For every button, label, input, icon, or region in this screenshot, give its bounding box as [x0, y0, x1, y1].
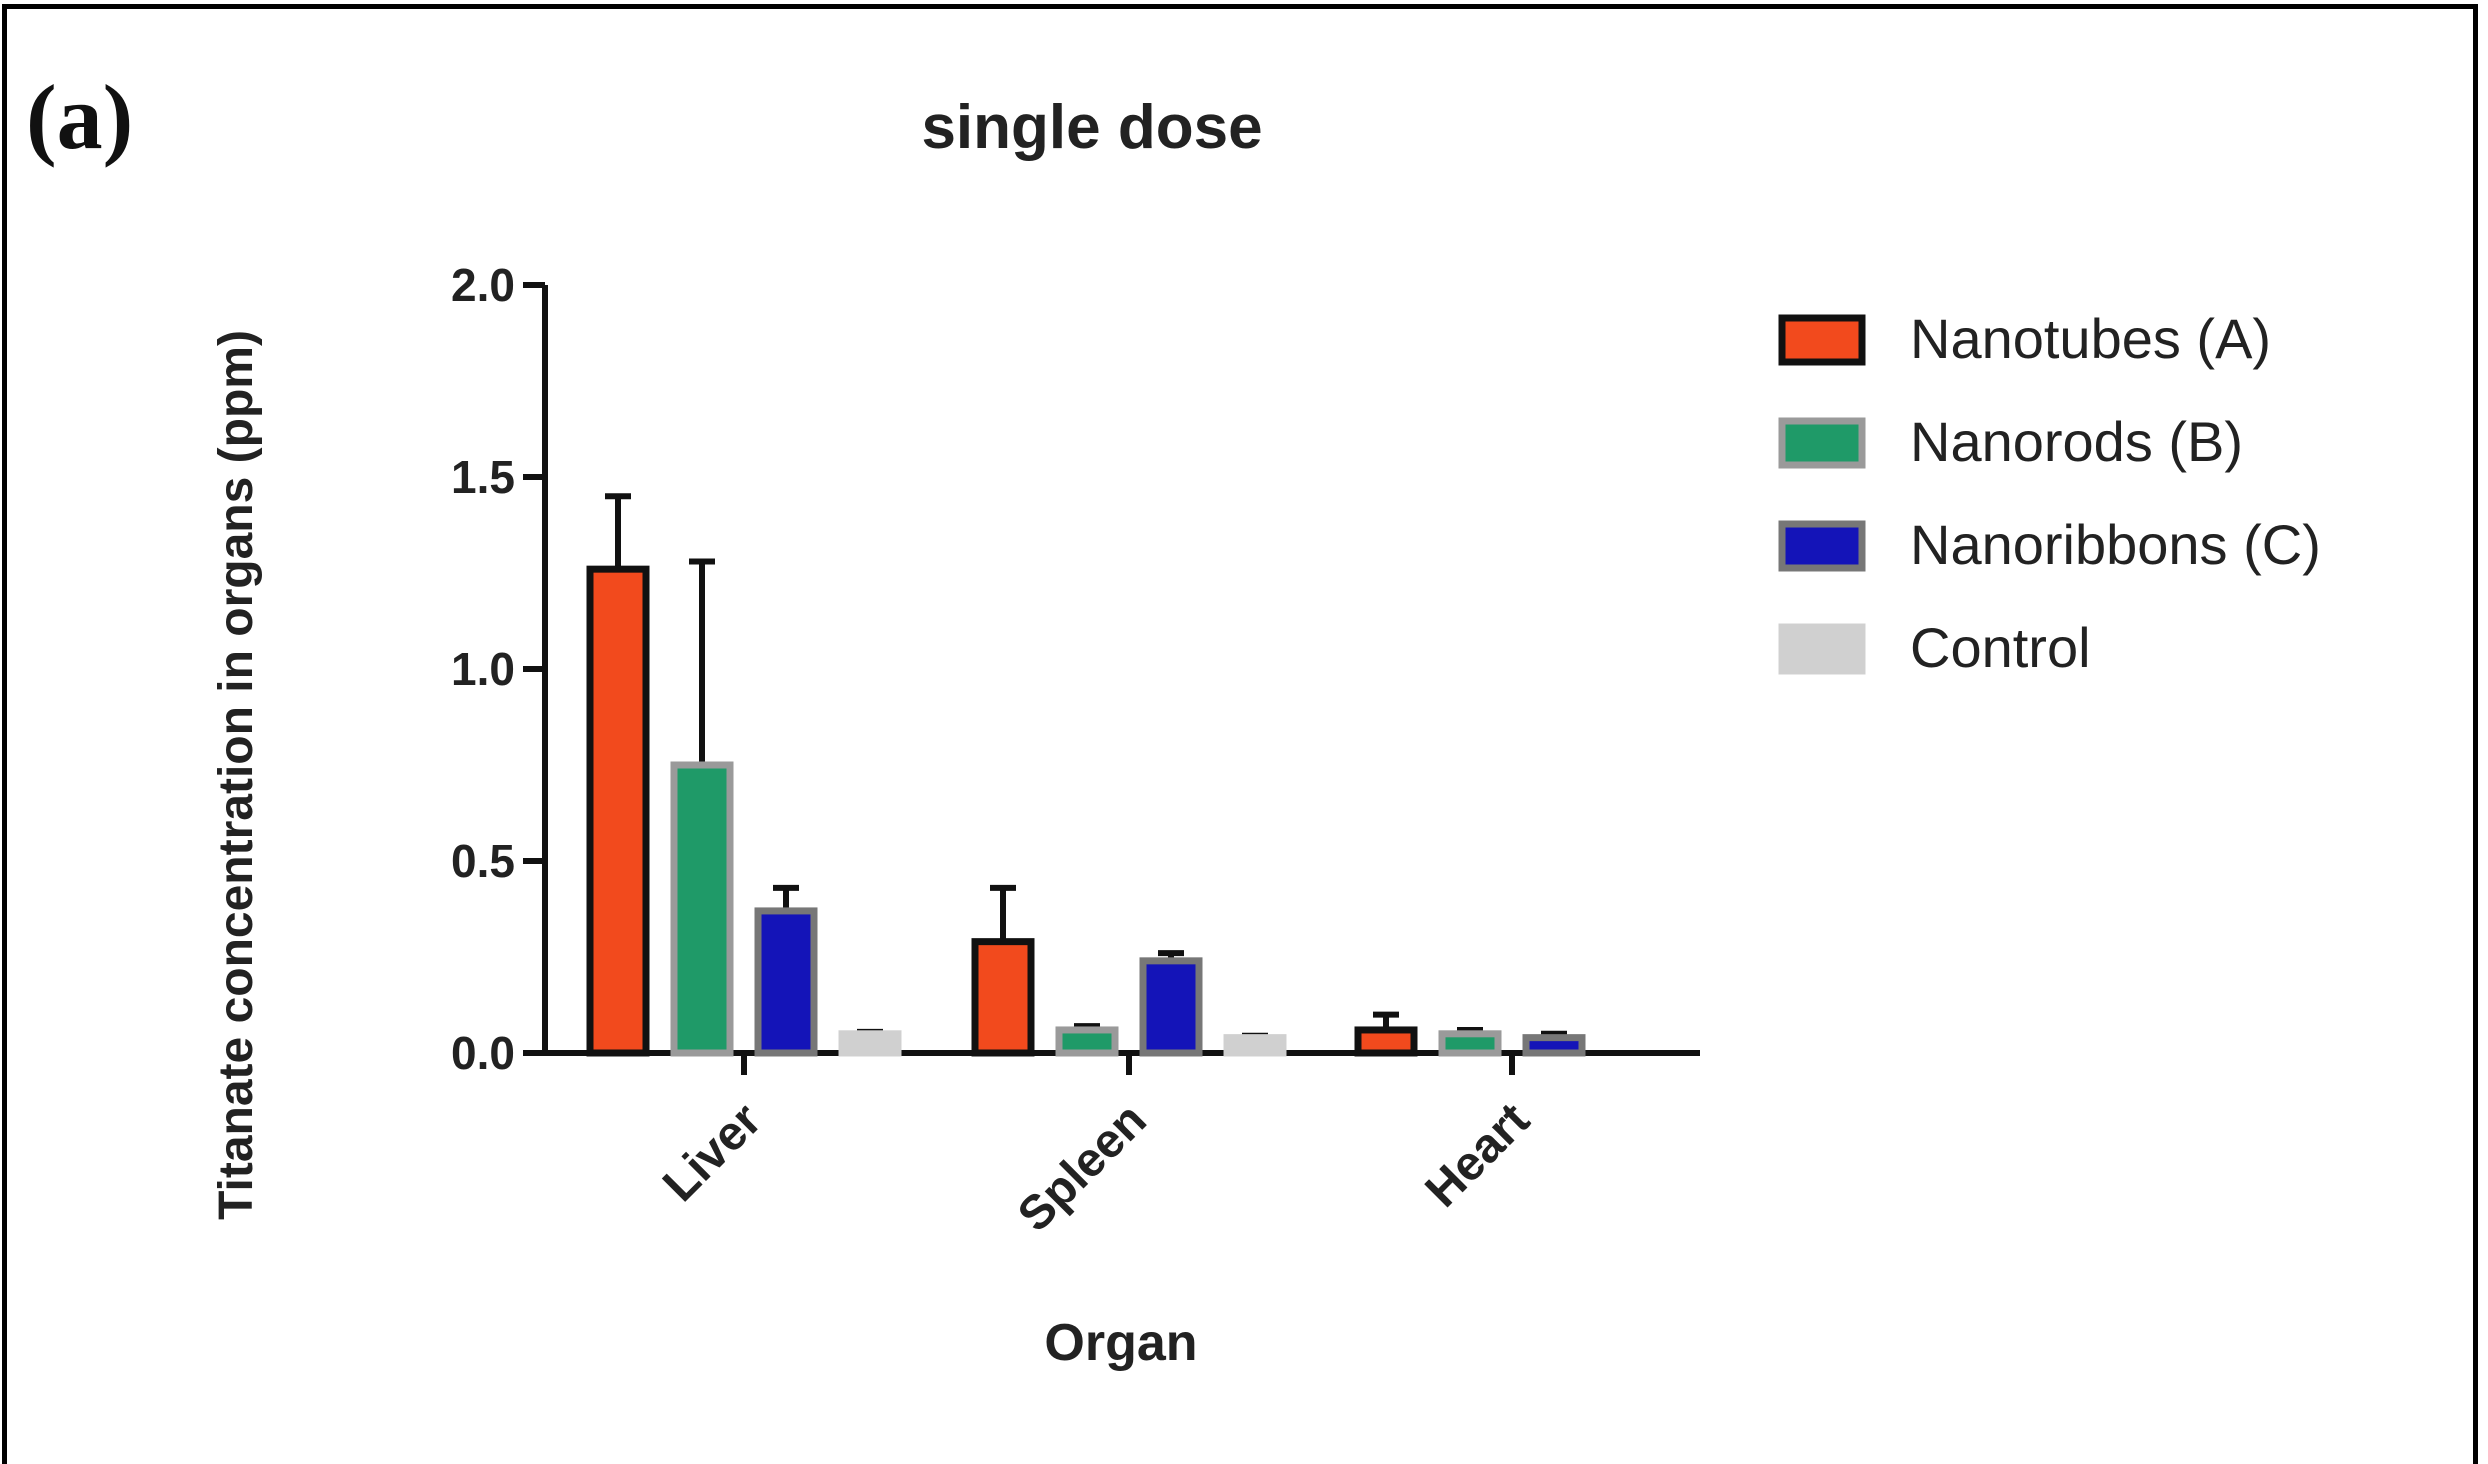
legend-item: Nanorods (B): [1778, 410, 2243, 473]
y-tick-label: 1.0: [451, 643, 515, 695]
bar: [754, 907, 818, 1057]
legend-label: Nanorods (B): [1910, 410, 2243, 473]
y-axis-label: Titanate concentration in organs (ppm): [210, 330, 263, 1220]
bar: [670, 761, 734, 1057]
legend-swatch: [1778, 314, 1866, 366]
bar: [971, 938, 1035, 1057]
x-tick-label: Spleen: [1008, 1093, 1157, 1242]
x-axis-label: Organ: [1044, 1314, 1197, 1372]
bars: [586, 493, 1586, 1057]
legend-swatch: [1778, 623, 1866, 675]
y-tick-label: 0.0: [451, 1027, 515, 1079]
x-tick-label: Liver: [653, 1093, 772, 1212]
panel-label: (a): [26, 66, 134, 168]
legend: Nanotubes (A) Nanorods (B) Nanoribbons (C)…: [1778, 307, 2321, 679]
bar: [1223, 1034, 1287, 1057]
legend-label: Nanoribbons (C): [1910, 513, 2321, 576]
y-tick-label: 0.5: [451, 835, 515, 887]
legend-item: Nanoribbons (C): [1778, 513, 2321, 576]
legend-swatch: [1778, 417, 1866, 469]
bar: [1522, 1034, 1586, 1057]
y-tick-label: 1.5: [451, 451, 515, 503]
bar: [1438, 1030, 1502, 1057]
chart-title: single dose: [921, 93, 1262, 162]
figure-frame: [2, 4, 2478, 1464]
bar: [1139, 957, 1203, 1057]
bar: [838, 1030, 902, 1057]
bar: [1354, 1026, 1418, 1057]
legend-label: Control: [1910, 616, 2091, 679]
legend-item: Control: [1778, 616, 2091, 679]
y-tick-label: 2.0: [451, 259, 515, 311]
bar: [1055, 1026, 1119, 1057]
bar: [586, 565, 650, 1057]
legend-label: Nanotubes (A): [1910, 307, 2271, 370]
x-tick-label: Heart: [1416, 1093, 1540, 1217]
legend-item: Nanotubes (A): [1778, 307, 2271, 370]
legend-swatch: [1778, 520, 1866, 572]
